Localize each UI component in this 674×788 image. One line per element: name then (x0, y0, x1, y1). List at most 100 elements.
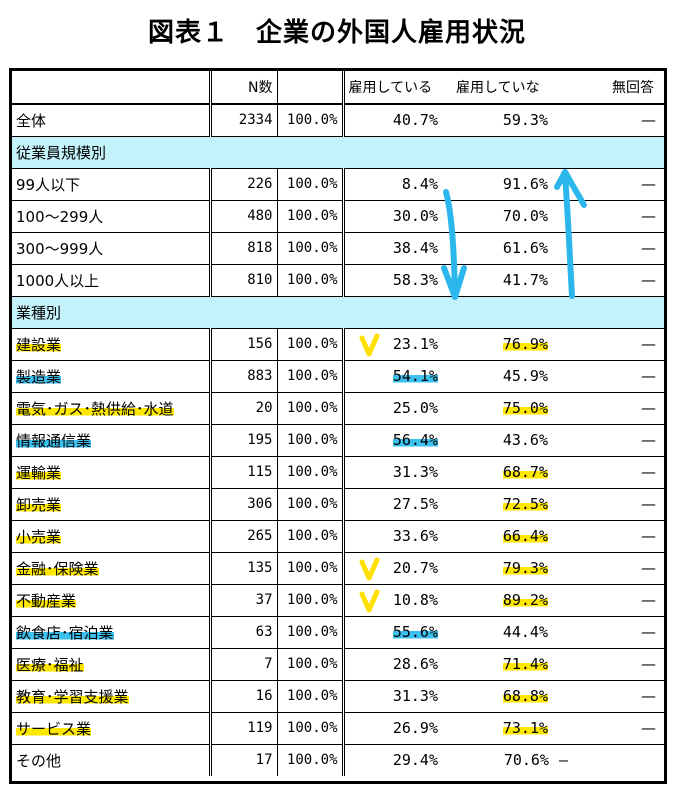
row-label: その他 (16, 751, 62, 770)
row-employed-cell: 55.6% (343, 616, 452, 649)
row-no-answer: — (572, 328, 664, 361)
row-not-employed: 41.7% (502, 271, 548, 289)
row-no-answer: — (572, 680, 664, 713)
row-label-cell: 教育･学習支援業 (12, 680, 212, 713)
row-employed-cell: 54.1% (343, 360, 452, 393)
row-employed-cell: 33.6% (343, 520, 452, 553)
row-employed: 20.7% (392, 559, 438, 577)
page-title: 図表１ 企業の外国人雇用状況 (147, 18, 526, 48)
row-n: 37 (210, 584, 278, 617)
row-label: 全体 (16, 111, 47, 130)
row-not-employed-cell: 89.2% (452, 584, 572, 617)
row-label: 建設業 (16, 335, 62, 354)
row-not-employed: 79.3% (502, 559, 548, 577)
row-employed: 58.3% (392, 271, 438, 289)
row-label: 教育･学習支援業 (16, 687, 129, 706)
row-label-cell: 小売業 (12, 520, 212, 553)
row-n: 818 (210, 232, 278, 265)
row-employed-cell: 28.6% (343, 648, 452, 681)
row-n: 63 (210, 616, 278, 649)
row-not-employed-cell: 79.3% (452, 552, 572, 585)
row-n: 20 (210, 392, 278, 425)
table-row: 金融･保険業 135 100.0% 20.7% 79.3% — (12, 552, 664, 585)
row-no-answer: — (572, 584, 664, 617)
row-label-cell: 全体 (12, 104, 212, 137)
header-pct (277, 71, 345, 105)
row-n: 265 (210, 520, 278, 553)
table-row: 教育･学習支援業 16 100.0% 31.3% 68.8% — (12, 680, 664, 713)
section-row: 従業員規模別 (12, 135, 664, 169)
row-total-pct: 100.0% (277, 488, 345, 521)
table-row: 製造業 883 100.0% 54.1% 45.9% — (12, 360, 664, 393)
table-row: 不動産業 37 100.0% 10.8% 89.2% — (12, 584, 664, 617)
row-n: 306 (210, 488, 278, 521)
row-employed-cell: 8.4% (343, 168, 452, 201)
table-row: 医療･福祉 7 100.0% 28.6% 71.4% — (12, 648, 664, 681)
header-not-employed: 雇用していな (452, 71, 572, 105)
table-row: 小売業 265 100.0% 33.6% 66.4% — (12, 520, 664, 553)
row-total-pct: 100.0% (277, 424, 345, 457)
row-n: 226 (210, 168, 278, 201)
row-n: 156 (210, 328, 278, 361)
row-employed-cell: 23.1% (343, 328, 452, 361)
row-n: 480 (210, 200, 278, 233)
row-employed: 40.7% (392, 111, 438, 130)
table-row: 建設業 156 100.0% 23.1% 76.9% — (12, 328, 664, 361)
checkmark-icon (359, 333, 379, 356)
row-n: 135 (210, 552, 278, 585)
row-no-answer: — (572, 552, 664, 585)
row-label: 運輸業 (16, 463, 62, 482)
row-not-employed: 61.6% (502, 239, 548, 257)
row-total-pct: 100.0% (277, 616, 345, 649)
row-employed: 28.6% (392, 655, 438, 673)
row-n: 883 (210, 360, 278, 393)
table-row: 100～299人 480 100.0% 30.0% 70.0% — (12, 200, 664, 233)
row-label-cell: 運輸業 (12, 456, 212, 489)
row-no-answer: — (572, 104, 664, 137)
row-employed: 27.5% (392, 495, 438, 513)
row-no-answer: — (572, 520, 664, 553)
row-label-cell: サービス業 (12, 712, 212, 745)
row-not-employed-cell: 68.8% (452, 680, 572, 713)
row-label-cell: 99人以下 (12, 168, 212, 201)
row-employed: 29.4% (392, 751, 438, 770)
table-row: 電気･ガス･熱供給･水道 20 100.0% 25.0% 75.0% — (12, 392, 664, 425)
header-row: N数 雇用している 雇用していな 無回答 (12, 71, 664, 105)
row-label-cell: 飲食店･宿泊業 (12, 616, 212, 649)
checkmark-icon (359, 557, 379, 580)
table-row: 1000人以上 810 100.0% 58.3% 41.7% — (12, 264, 664, 297)
row-total-pct: 100.0% (277, 552, 345, 585)
row-not-employed-cell: 70.0% (452, 200, 572, 233)
row-label-cell: 製造業 (12, 360, 212, 393)
row-employed: 10.8% (392, 591, 438, 609)
row-not-employed: 73.1% (502, 719, 548, 737)
row-employed-cell: 40.7% (343, 104, 452, 137)
row-total-pct: 100.0% (277, 200, 345, 233)
row-not-employed-cell: 70.6% — (452, 744, 572, 776)
row-employed-cell: 30.0% (343, 200, 452, 233)
data-table: N数 雇用している 雇用していな 無回答 全体 2334 100.0% 40.7% 59… (12, 71, 664, 776)
row-label: 300～999人 (16, 239, 104, 258)
row-not-employed-cell: 91.6% (452, 168, 572, 201)
row-label-cell: 金融･保険業 (12, 552, 212, 585)
row-not-employed-cell: 68.7% (452, 456, 572, 489)
row-n: 115 (210, 456, 278, 489)
header-n: N数 (210, 71, 278, 105)
row-employed: 8.4% (401, 175, 438, 193)
row-employed: 30.0% (392, 207, 438, 225)
row-employed: 55.6% (392, 623, 438, 641)
row-no-answer: — (572, 360, 664, 393)
table-row: 300～999人 818 100.0% 38.4% 61.6% — (12, 232, 664, 265)
table-row: 99人以下 226 100.0% 8.4% 91.6% — (12, 168, 664, 201)
row-label: 情報通信業 (16, 431, 92, 450)
header-employed: 雇用している (343, 71, 452, 105)
row-label: サービス業 (16, 719, 92, 738)
row-total-pct: 100.0% (277, 520, 345, 553)
row-not-employed: 59.3% (502, 111, 548, 130)
row-not-employed-cell: 59.3% (452, 104, 572, 137)
row-employed-cell: 38.4% (343, 232, 452, 265)
table-row: サービス業 119 100.0% 26.9% 73.1% — (12, 712, 664, 745)
row-label-cell: その他 (12, 744, 212, 776)
row-not-employed: 68.8% (502, 687, 548, 705)
row-employed-cell: 25.0% (343, 392, 452, 425)
